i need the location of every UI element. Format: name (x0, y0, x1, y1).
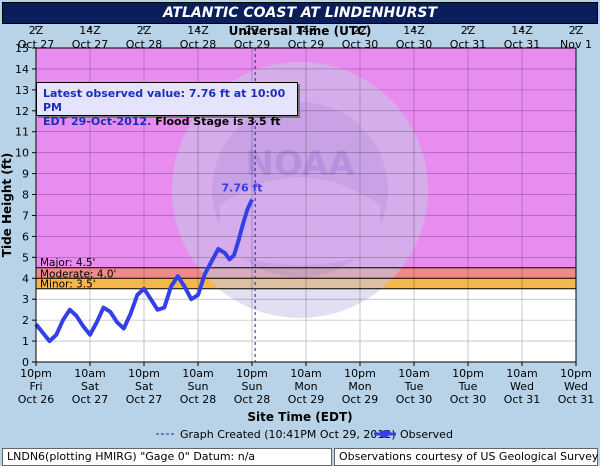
y-tick-label: 2 (22, 314, 29, 327)
y-axis-title: Tide Height (ft) (0, 153, 14, 257)
top-tick-line2: Oct 27 (72, 38, 109, 51)
threshold-label-minor: Minor: 3.5' (40, 279, 96, 291)
note-line-2: EDT 29-Oct-2012. Flood Stage is 3.5 ft (43, 115, 297, 129)
bottom-tick-day: Wed (510, 380, 534, 393)
y-tick-label: 12 (15, 105, 29, 118)
bottom-tick-time: 10pm (236, 367, 268, 380)
bottom-tick-time: 10pm (20, 367, 52, 380)
threshold-label-moderate: Moderate: 4.0' (40, 268, 116, 280)
top-tick-line1: 2Z (245, 24, 260, 37)
footer-credit: Observations courtesy of US Geological S… (334, 448, 598, 466)
bottom-tick-day: Sat (81, 380, 100, 393)
chart-title: ATLANTIC COAST AT LINDENHURST (2, 2, 598, 24)
y-tick-label: 6 (22, 230, 29, 243)
top-tick-line2: Oct 31 (450, 38, 487, 51)
top-tick-line2: Oct 28 (126, 38, 163, 51)
footer-datum: LNDN6(plotting HMIRG) "Gage 0" Datum: n/… (2, 448, 332, 466)
y-tick-label: 5 (22, 251, 29, 264)
bottom-tick-date: Oct 29 (288, 393, 325, 406)
bottom-tick-time: 10am (398, 367, 429, 380)
bottom-tick-day: Sat (135, 380, 154, 393)
top-axis-title: Universal Time (UTC) (229, 24, 372, 38)
top-tick-line1: 2Z (569, 24, 584, 37)
top-tick-line1: 2Z (353, 24, 368, 37)
bottom-tick-date: Oct 26 (18, 393, 55, 406)
top-tick-line2: Oct 30 (342, 38, 379, 51)
y-tick-label: 9 (22, 168, 29, 181)
y-tick-label: 7 (22, 209, 29, 222)
bottom-tick-day: Sun (242, 380, 263, 393)
top-tick-line1: 14Z (295, 24, 317, 37)
y-tick-label: 4 (22, 272, 29, 285)
y-tick-label: 14 (15, 63, 29, 76)
top-tick-line1: 2Z (461, 24, 476, 37)
bottom-tick-time: 10am (182, 367, 213, 380)
bottom-tick-time: 10am (290, 367, 321, 380)
bottom-tick-day: Sun (188, 380, 209, 393)
top-tick-line2: Oct 29 (288, 38, 325, 51)
top-tick-line1: 14Z (187, 24, 209, 37)
note-line-1: Latest observed value: 7.76 ft at 10:00 … (43, 87, 286, 114)
top-tick-line2: Oct 31 (504, 38, 541, 51)
bottom-tick-day: Mon (348, 380, 371, 393)
y-tick-label: 1 (22, 335, 29, 348)
bottom-tick-day: Tue (404, 380, 424, 393)
top-tick-line1: 2Z (29, 24, 44, 37)
bottom-tick-time: 10am (74, 367, 105, 380)
y-tick-label: 3 (22, 293, 29, 306)
top-tick-line2: Oct 30 (396, 38, 433, 51)
top-tick-line1: 14Z (511, 24, 533, 37)
bottom-tick-time: 10pm (452, 367, 484, 380)
legend-graph-created: Graph Created (10:41PM Oct 29, 2012) (180, 428, 396, 441)
bottom-tick-time: 10pm (344, 367, 376, 380)
y-tick-label: 11 (15, 126, 29, 139)
top-tick-line2: Oct 28 (180, 38, 217, 51)
top-tick-line2: Oct 29 (234, 38, 271, 51)
y-tick-label: 8 (22, 189, 29, 202)
bottom-tick-date: Oct 31 (558, 393, 595, 406)
bottom-tick-day: Tue (458, 380, 478, 393)
top-tick-line1: 14Z (79, 24, 101, 37)
top-tick-line1: 2Z (137, 24, 152, 37)
bottom-tick-day: Wed (564, 380, 588, 393)
bottom-tick-date: Oct 30 (396, 393, 433, 406)
bottom-tick-time: 10pm (128, 367, 160, 380)
y-tick-label: 13 (15, 84, 29, 97)
note-date: EDT 29-Oct-2012. (43, 115, 152, 128)
legend: Graph Created (10:41PM Oct 29, 2012) Obs… (156, 428, 453, 441)
y-tick-label: 10 (15, 147, 29, 160)
top-tick-line2: Oct 27 (18, 38, 55, 51)
svg-text:NOAA: NOAA (245, 144, 355, 184)
y-tick-label: 15 (15, 42, 29, 55)
bottom-tick-date: Oct 27 (72, 393, 109, 406)
bottom-tick-date: Oct 31 (504, 393, 541, 406)
y-tick-label: 0 (22, 356, 29, 369)
bottom-tick-date: Oct 28 (180, 393, 217, 406)
bottom-tick-day: Fri (29, 380, 42, 393)
latest-observation-note: Latest observed value: 7.76 ft at 10:00 … (36, 82, 298, 128)
bottom-tick-time: 10pm (560, 367, 592, 380)
bottom-axis-title: Site Time (EDT) (247, 410, 352, 424)
bottom-tick-date: Oct 27 (126, 393, 163, 406)
top-tick-line1: 14Z (403, 24, 425, 37)
note-flood-stage: Flood Stage is 3.5 ft (155, 115, 281, 128)
bottom-tick-date: Oct 29 (342, 393, 379, 406)
top-tick-line2: Nov 1 (560, 38, 592, 51)
threshold-label-major: Major: 4.5' (40, 257, 95, 269)
legend-observed: Observed (400, 428, 453, 441)
threshold-lines: Major: 4.5'Moderate: 4.0'Minor: 3.5' (36, 257, 576, 291)
legend-observed-marker (381, 430, 389, 438)
bottom-tick-date: Oct 30 (450, 393, 487, 406)
latest-value-label: 7.76 ft (221, 182, 262, 195)
bottom-tick-day: Mon (294, 380, 317, 393)
observed-series-line (34, 198, 254, 344)
bottom-tick-time: 10am (506, 367, 537, 380)
bottom-tick-date: Oct 28 (234, 393, 271, 406)
